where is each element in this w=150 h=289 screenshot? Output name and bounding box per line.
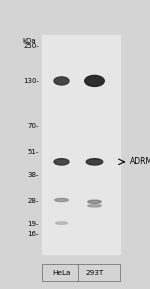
Ellipse shape [85,75,104,86]
Text: 293T: 293T [85,270,104,276]
Ellipse shape [88,205,101,207]
Text: 51-: 51- [28,149,39,155]
Bar [42,264,120,281]
Text: 70-: 70- [27,123,39,129]
Text: kDa: kDa [22,38,36,44]
Text: ADRM1: ADRM1 [130,157,150,166]
Ellipse shape [54,159,69,165]
Text: 130-: 130- [23,78,39,84]
Text: 28-: 28- [28,198,39,204]
Text: 250-: 250- [23,43,39,49]
Ellipse shape [88,200,101,203]
Ellipse shape [56,222,68,224]
Text: 16-: 16- [27,231,39,237]
Bar [42,35,120,254]
Ellipse shape [86,159,103,165]
Ellipse shape [54,77,69,85]
Ellipse shape [55,198,68,202]
Text: 19-: 19- [27,221,39,227]
Text: 38-: 38- [27,172,39,178]
Text: HeLa: HeLa [52,270,71,276]
